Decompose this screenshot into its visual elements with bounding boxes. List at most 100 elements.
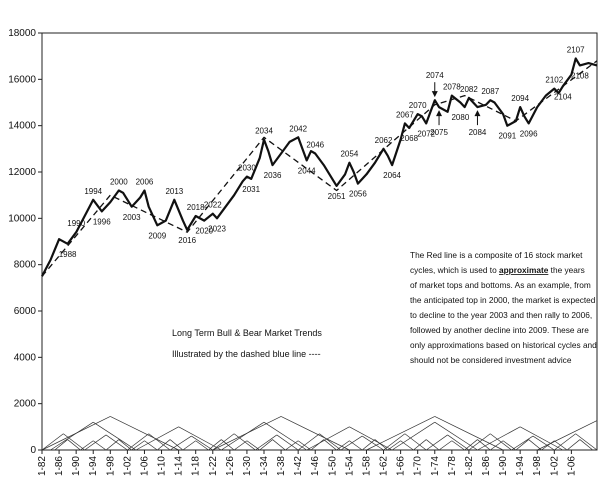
cycle-line <box>178 426 222 451</box>
x-tick-label: 1-98 <box>532 456 543 476</box>
x-tick-label: 1-82 <box>37 456 48 476</box>
cycle-line <box>515 439 529 451</box>
cycle-line <box>135 426 179 451</box>
point-label: 2000 <box>110 178 128 187</box>
cycle-line <box>221 421 265 451</box>
dashed-trend-line <box>41 60 598 277</box>
cycle-line <box>566 439 581 451</box>
cycle-line <box>319 433 342 451</box>
point-label: 2022 <box>204 201 222 210</box>
cycle-line <box>404 433 427 451</box>
point-label: 2064 <box>383 171 401 180</box>
cycle-line <box>477 426 521 451</box>
x-tick-label: 1-50 <box>327 456 338 476</box>
point-label: 2056 <box>349 190 367 199</box>
x-tick-label: 1-90 <box>498 456 509 476</box>
point-label: 1988 <box>59 250 77 259</box>
point-label: 2020 <box>195 227 213 236</box>
note-line: should not be considered investment advi… <box>410 355 572 365</box>
composite-cycle-line <box>41 57 598 277</box>
cycle-line <box>579 439 593 451</box>
cycle-lines <box>41 416 598 451</box>
cycle-line <box>349 440 363 451</box>
x-tick-label: 1-74 <box>430 456 441 476</box>
cycle-line <box>438 440 453 451</box>
point-label: 2062 <box>375 136 393 145</box>
cycle-line <box>374 439 389 451</box>
y-tick-label: 0 <box>30 445 36 456</box>
y-tick-label: 2000 <box>14 399 37 410</box>
note-text: the years <box>548 265 584 275</box>
x-tick-label: 1-06 <box>139 456 150 476</box>
note-line: cycles, which is used to approximate the… <box>410 265 585 275</box>
cycle-line <box>233 440 248 451</box>
cycle-line <box>391 421 435 451</box>
point-label: 2051 <box>328 192 346 201</box>
point-label: 2091 <box>498 132 516 141</box>
point-label: 2031 <box>242 185 260 194</box>
cycle-line <box>157 439 171 451</box>
cycle-line <box>41 433 64 451</box>
x-tick-label: 1-34 <box>259 456 270 476</box>
cycle-line <box>434 421 478 451</box>
cycle-line <box>310 439 324 451</box>
point-label: 2104 <box>554 92 572 101</box>
x-axis: 1-82 1-86 1-90 1-94 1-98 1-02 1-06 1-10 1-14 1-18… <box>37 450 577 476</box>
x-tick-label: 1-06 <box>566 456 577 476</box>
x-tick-label: 1-02 <box>549 456 560 476</box>
cycle-line <box>191 435 213 451</box>
y-tick-label: 8000 <box>14 260 37 271</box>
note-line: only approximations based on historical … <box>410 340 597 350</box>
cycle-line <box>413 439 427 451</box>
y-tick-label: 12000 <box>8 167 36 178</box>
series-lines <box>41 57 598 277</box>
x-tick-label: 1-58 <box>361 456 372 476</box>
x-tick-label: 1-70 <box>413 456 424 476</box>
cycle-line <box>306 426 350 451</box>
cycle-line <box>54 439 68 451</box>
explanation-note: The Red line is a composite of 16 stock … <box>410 250 597 365</box>
cycle-line <box>554 433 576 451</box>
point-label: 2034 <box>255 127 273 136</box>
point-label: 2018 <box>187 203 205 212</box>
x-tick-label: 1-66 <box>396 456 407 476</box>
cycle-line <box>361 439 376 451</box>
point-label: 2054 <box>340 150 358 159</box>
x-tick-label: 1-30 <box>242 456 253 476</box>
point-label: 2078 <box>443 83 461 92</box>
x-tick-label: 1-22 <box>208 456 219 476</box>
legend: Long Term Bull & Bear Market Trends Illu… <box>172 328 322 359</box>
cycle-line <box>366 416 435 451</box>
note-text: only approximations based on historical … <box>410 340 597 350</box>
y-tick-label: 16000 <box>8 74 36 85</box>
cycle-line <box>426 439 440 451</box>
note-line: The Red line is a composite of 16 stock … <box>410 250 583 260</box>
cycle-line <box>169 439 184 451</box>
point-label: 2009 <box>148 231 166 240</box>
point-label: 2108 <box>571 71 589 80</box>
cycle-line <box>519 426 564 451</box>
y-tick-label: 14000 <box>8 121 36 132</box>
x-tick-label: 1-46 <box>310 456 321 476</box>
point-label: 2067 <box>396 110 414 119</box>
cycle-line <box>297 433 320 451</box>
point-label: 2042 <box>289 124 307 133</box>
point-label: 2096 <box>520 129 538 138</box>
x-tick-label: 1-82 <box>464 456 475 476</box>
cycle-line <box>221 439 235 451</box>
arrow-down-icon <box>431 91 438 98</box>
cycle-line <box>426 434 448 451</box>
point-label: 2023 <box>208 224 226 233</box>
cycle-line <box>93 440 107 451</box>
cycle-line <box>169 435 192 451</box>
point-label: 2074 <box>426 71 444 80</box>
cycle-line <box>212 433 235 451</box>
note-text: the anticipated top in 2000, the market … <box>410 295 596 305</box>
cycle-line <box>362 435 384 451</box>
point-label: 2003 <box>123 213 141 222</box>
note-text: The Red line is a composite of 16 stock … <box>410 250 583 260</box>
cycle-line <box>400 440 414 451</box>
plot-frame <box>41 32 598 451</box>
cycle-line <box>208 439 222 451</box>
